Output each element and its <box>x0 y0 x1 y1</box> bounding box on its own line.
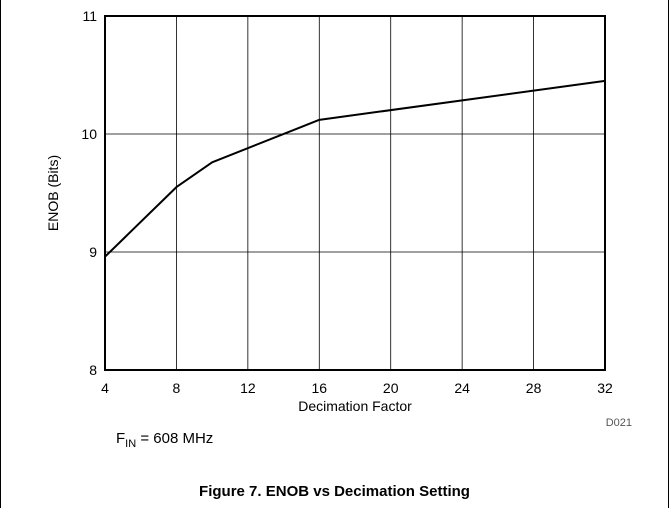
y-axis-title: ENOB (Bits) <box>45 155 61 231</box>
figure-caption: Figure 7. ENOB vs Decimation Setting <box>199 483 470 500</box>
x-tick-label: 16 <box>311 380 327 396</box>
x-tick-label: 4 <box>101 380 109 396</box>
x-axis-title: Decimation Factor <box>298 398 412 414</box>
condition-subscript: IN <box>125 438 137 450</box>
x-tick-label: 28 <box>526 380 542 396</box>
graph-code: D021 <box>606 417 632 429</box>
x-tick-label: 8 <box>173 380 181 396</box>
x-tick-label: 12 <box>240 380 256 396</box>
y-tick-label: 8 <box>89 362 97 378</box>
test-condition: FIN = 608 MHz <box>116 430 213 450</box>
condition-symbol: F <box>116 430 126 447</box>
plot-frame <box>104 15 606 371</box>
condition-value: = 608 MHz <box>136 430 214 447</box>
series-line <box>104 79 606 258</box>
series-layer <box>104 79 606 258</box>
y-tick-label: 10 <box>81 126 97 142</box>
x-tick-label: 20 <box>383 380 399 396</box>
x-tick-label: 24 <box>454 380 470 396</box>
y-tick-label: 11 <box>82 8 97 24</box>
grid <box>105 16 605 370</box>
y-tick-label: 9 <box>89 244 97 260</box>
x-tick-label: 32 <box>597 380 613 396</box>
left-border-line <box>0 0 1 508</box>
